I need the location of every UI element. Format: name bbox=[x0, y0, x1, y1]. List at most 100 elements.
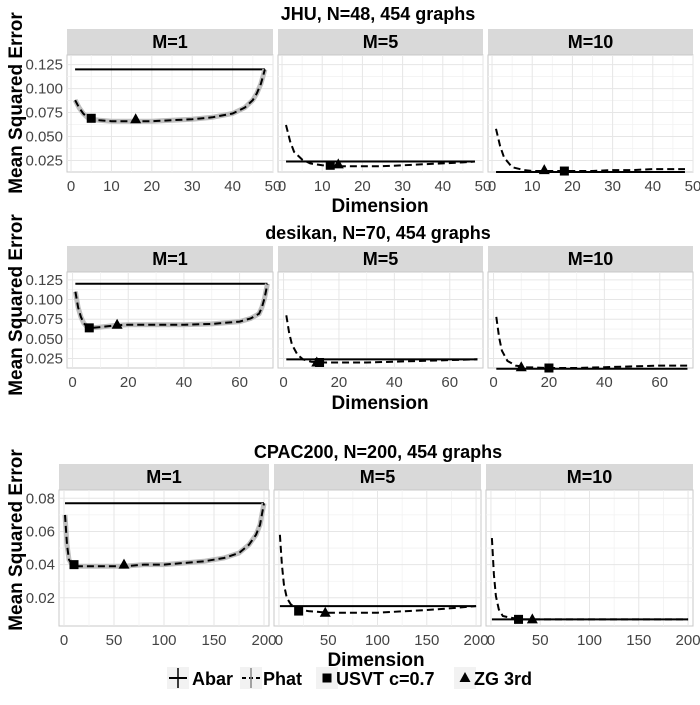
y-tick-label: 0.075 bbox=[25, 105, 63, 122]
y-tick-label: 0.075 bbox=[25, 311, 63, 328]
x-tick-label: 10 bbox=[314, 178, 331, 195]
panel-M5: M=5 0 50 100 150 200 bbox=[273, 464, 489, 649]
facet-strip bbox=[486, 464, 693, 490]
facet-strip bbox=[67, 29, 273, 55]
panel-background bbox=[487, 271, 694, 369]
usvt-marker bbox=[514, 614, 524, 624]
facet-strip bbox=[278, 29, 483, 55]
panel-M10: M=10 0 10 20 30 40 50 bbox=[487, 29, 700, 195]
panel-background bbox=[277, 271, 484, 369]
legend-label: Abar bbox=[192, 669, 233, 689]
series-phat-line bbox=[74, 283, 269, 329]
series-phat-line bbox=[285, 315, 478, 364]
facet-strip bbox=[278, 246, 483, 272]
x-tick-label: 150 bbox=[414, 632, 439, 649]
usvt-marker bbox=[294, 606, 304, 616]
usvt-marker bbox=[86, 113, 96, 123]
x-tick-label: 10 bbox=[103, 178, 120, 195]
x-tick-label: 20 bbox=[143, 178, 160, 195]
x-tick-label: 30 bbox=[604, 178, 621, 195]
x-tick-label: 0 bbox=[275, 632, 283, 649]
x-tick-label: 50 bbox=[685, 178, 700, 195]
x-tick-label: 20 bbox=[541, 374, 558, 391]
x-tick-label: 20 bbox=[564, 178, 581, 195]
facet-strip bbox=[488, 246, 693, 272]
x-tick-label: 50 bbox=[475, 178, 492, 195]
x-tick-label: 50 bbox=[106, 632, 123, 649]
x-tick-label: 0 bbox=[67, 178, 75, 195]
x-tick-label: 0 bbox=[489, 374, 497, 391]
facet-strip-label: M=5 bbox=[363, 249, 399, 269]
x-tick-label: 100 bbox=[151, 632, 176, 649]
x-tick-label: 50 bbox=[320, 632, 337, 649]
legend-usvt-marker bbox=[322, 673, 332, 683]
panel-M5: M=5 0 10 20 30 40 50 bbox=[277, 29, 492, 195]
zg-marker bbox=[526, 613, 538, 624]
facet-strip bbox=[274, 464, 481, 490]
x-tick-label: 60 bbox=[231, 374, 248, 391]
x-tick-label: 60 bbox=[651, 374, 668, 391]
y-tick-label: 0.100 bbox=[25, 292, 63, 309]
x-tick-label: 100 bbox=[577, 632, 602, 649]
y-tick-label: 0.050 bbox=[25, 331, 63, 348]
series-phat-line bbox=[495, 316, 688, 369]
x-tick-label: 200 bbox=[676, 632, 700, 649]
legend-item-abar: Abar bbox=[167, 667, 233, 689]
facet-strip-label: M=10 bbox=[567, 467, 613, 487]
usvt-marker bbox=[544, 363, 554, 373]
x-axis-title: Dimension bbox=[331, 196, 428, 217]
x-tick-label: 40 bbox=[434, 178, 451, 195]
x-tick-label: 20 bbox=[354, 178, 371, 195]
legend-item-zg: ZG 3rd bbox=[454, 667, 532, 689]
x-tick-label: 0 bbox=[488, 178, 496, 195]
x-tick-label: 100 bbox=[365, 632, 390, 649]
y-axis-title: Mean Squared Error bbox=[6, 449, 27, 631]
facet-row-3: CPAC200, N=200, 454 graphs Mean Squared E… bbox=[6, 442, 700, 671]
legend-label: ZG 3rd bbox=[474, 669, 532, 689]
panel-M10: M=10 0 50 100 150 200 bbox=[485, 464, 700, 649]
y-tick-label: 0.08 bbox=[26, 490, 55, 507]
y-axis-title: Mean Squared Error bbox=[6, 214, 27, 396]
panel-M1: M=1 0 50 100 150 200 0.02 0.04 0.06 0.08 bbox=[26, 464, 277, 649]
legend: Abar Phat USVT c=0.7 ZG 3rd bbox=[167, 667, 532, 689]
panel-background bbox=[487, 54, 694, 173]
facet-strip bbox=[488, 29, 693, 55]
y-tick-label: 0.02 bbox=[26, 590, 55, 607]
x-tick-label: 0 bbox=[68, 374, 76, 391]
x-tick-label: 20 bbox=[120, 374, 137, 391]
x-tick-label: 200 bbox=[251, 632, 276, 649]
panel-M5: M=5 0 20 40 60 bbox=[277, 246, 484, 391]
panel-background bbox=[66, 54, 274, 173]
y-tick-label: 0.06 bbox=[26, 523, 55, 540]
legend-label: USVT c=0.7 bbox=[336, 669, 435, 689]
y-axis-title: Mean Squared Error bbox=[6, 12, 27, 194]
panel-M10: M=10 0 20 40 60 bbox=[487, 246, 694, 391]
series-phat-line bbox=[74, 69, 266, 123]
facet-strip bbox=[59, 464, 269, 490]
legend-item-phat: Phat bbox=[240, 667, 302, 689]
panel-M1: M=1 0 20 40 60 0.025 0.050 0.075 0.100 0.125 bbox=[25, 246, 274, 391]
x-tick-label: 40 bbox=[176, 374, 193, 391]
legend-zg-marker bbox=[459, 672, 471, 682]
chart-title: JHU, N=48, 454 graphs bbox=[281, 4, 476, 24]
x-tick-label: 40 bbox=[224, 178, 241, 195]
x-tick-label: 200 bbox=[464, 632, 489, 649]
usvt-marker bbox=[559, 166, 569, 176]
usvt-marker bbox=[325, 160, 335, 170]
y-tick-label: 0.050 bbox=[25, 129, 63, 146]
y-tick-label: 0.04 bbox=[26, 557, 55, 574]
zg-marker bbox=[118, 558, 130, 569]
x-tick-label: 20 bbox=[331, 374, 348, 391]
y-tick-label: 0.100 bbox=[25, 81, 63, 98]
zg-marker bbox=[332, 158, 344, 169]
zg-marker bbox=[515, 361, 527, 372]
x-tick-label: 150 bbox=[201, 632, 226, 649]
facet-strip bbox=[67, 246, 273, 272]
x-tick-label: 60 bbox=[441, 374, 458, 391]
x-tick-label: 50 bbox=[532, 632, 549, 649]
zg-marker bbox=[538, 164, 550, 175]
x-tick-label: 30 bbox=[184, 178, 201, 195]
y-tick-label: 0.025 bbox=[25, 351, 63, 368]
x-tick-label: 40 bbox=[644, 178, 661, 195]
